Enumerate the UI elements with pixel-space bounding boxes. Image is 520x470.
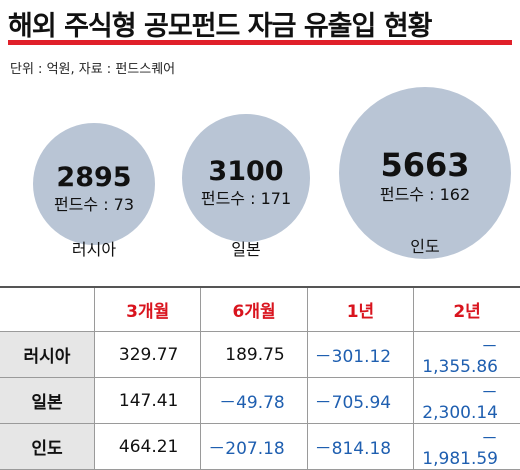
country-label-japan: 일본 <box>231 240 261 259</box>
bubble-value-label: 5663 <box>380 146 470 184</box>
fund-count-label: 펀드수 : 73 <box>53 194 135 214</box>
country-label-india: 인도 <box>410 237 440 256</box>
country-label-russia: 러시아 <box>71 240 117 259</box>
table-cell: 464.21 <box>93 423 202 470</box>
fund-count-label: 펀드수 : 162 <box>379 185 471 204</box>
table-cell: 189.75 <box>200 331 308 378</box>
table-cell: －1,355.86 <box>413 331 520 378</box>
table-cell: －301.12 <box>306 331 415 378</box>
table-cell: －705.94 <box>306 377 415 424</box>
source-note: 단위 : 억원, 자료 : 펀드스퀘어 <box>10 62 176 77</box>
bubble-india <box>339 87 511 259</box>
chart-title: 해외 주식형 공모펀드 자금 유출입 현황 <box>8 11 432 42</box>
table-cell: －2,300.14 <box>413 377 520 424</box>
table-header-row: 3개월 6개월 1년 2년 <box>0 286 520 332</box>
bubble-text-india: 5663 펀드수 : 162 <box>325 149 520 204</box>
title-underline <box>8 40 512 45</box>
column-header-3m: 3개월 <box>93 286 202 332</box>
table-cell: 147.41 <box>93 377 202 424</box>
table-row: 러시아 329.77 189.75 －301.12 －1,355.86 <box>0 331 520 378</box>
table-corner-cell <box>0 286 95 332</box>
bubble-text-japan: 3100 펀드수 : 171 <box>146 158 346 208</box>
bubble-text-russia: 2895 펀드수 : 73 <box>0 164 194 214</box>
row-label-russia: 러시아 <box>0 331 95 378</box>
column-header-1y: 1년 <box>306 286 415 332</box>
column-header-6m: 6개월 <box>200 286 308 332</box>
bubble-russia <box>32 122 156 246</box>
flow-table: 3개월 6개월 1년 2년 러시아 329.77 189.75 －301.12 … <box>0 286 520 470</box>
table-cell: －207.18 <box>200 423 308 470</box>
table-cell: 329.77 <box>93 331 202 378</box>
table-cell: －49.78 <box>200 377 308 424</box>
table-cell: －1,981.59 <box>413 423 520 470</box>
row-label-india: 인도 <box>0 423 95 470</box>
table-row: 일본 147.41 －49.78 －705.94 －2,300.14 <box>0 377 520 424</box>
fund-count-label: 펀드수 : 171 <box>200 188 292 208</box>
bubble-value-label: 3100 <box>208 155 284 187</box>
row-label-japan: 일본 <box>0 377 95 424</box>
bubble-value-label: 2895 <box>56 161 132 193</box>
column-header-2y: 2년 <box>413 286 520 332</box>
bubble-japan <box>182 114 310 242</box>
table-row: 인도 464.21 －207.18 －814.18 －1,981.59 <box>0 423 520 470</box>
